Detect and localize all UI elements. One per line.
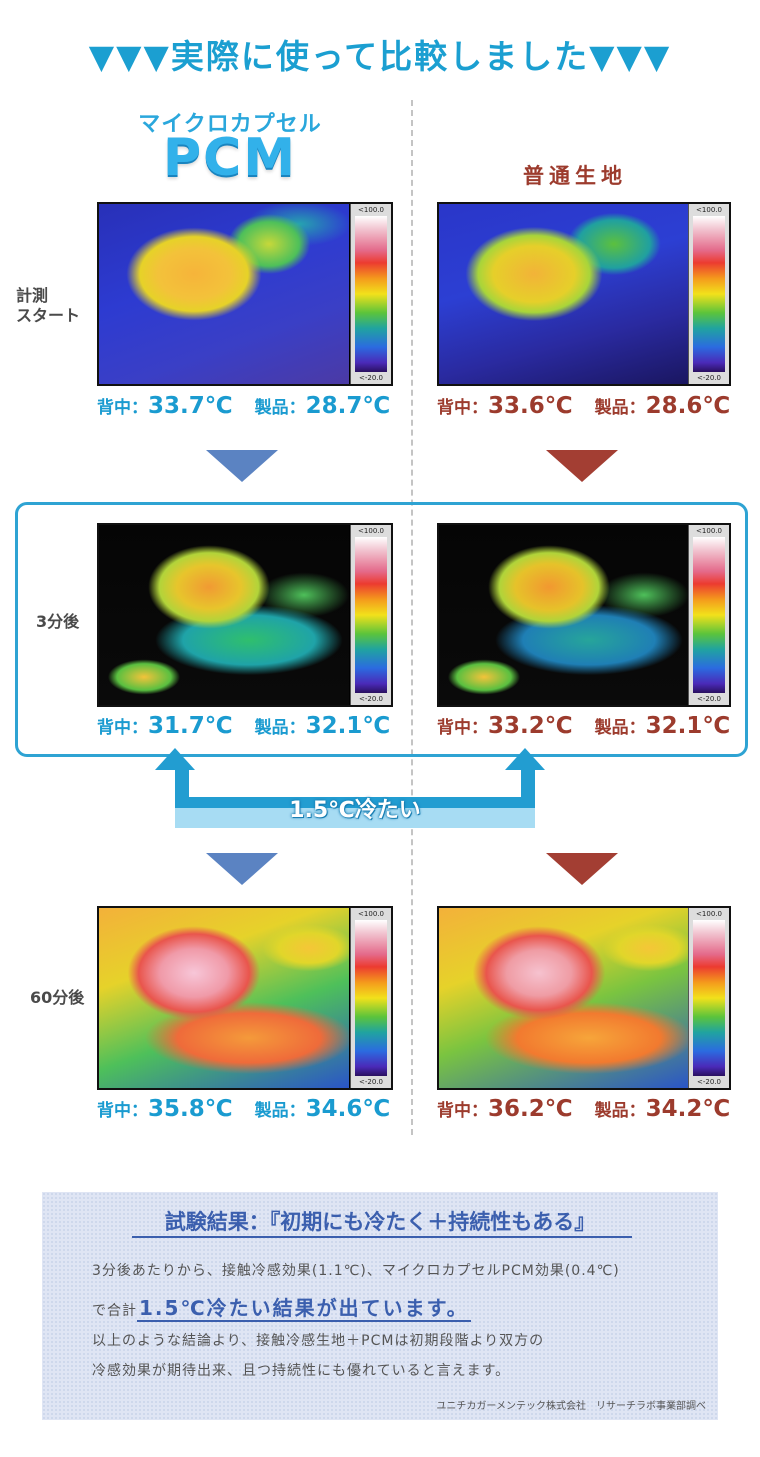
result-title: 試験結果：『初期にも冷たく＋持続性もある』 (164, 1210, 596, 1234)
back-temp: 36.2℃ (488, 1096, 573, 1122)
normal-fabric-label: 普通生地 (523, 164, 627, 188)
back-temp: 35.8℃ (148, 1096, 233, 1122)
arrow-down-normal (546, 450, 618, 482)
product-temp: 34.2℃ (645, 1096, 731, 1122)
result-title-underline (132, 1236, 632, 1238)
research-credit: ユニチカガーメンテック株式会社 リサーチラボ事業部調べ (436, 1401, 706, 1412)
result-box: 試験結果：『初期にも冷たく＋持続性もある』 3分後あたりから、接触冷感効果(1.… (42, 1192, 718, 1420)
product-temp: 32.1℃ (645, 713, 731, 739)
product-temp: 32.1℃ (305, 713, 391, 739)
result-line-2: で合計 1.5℃冷たい結果が出ています。 (92, 1296, 471, 1322)
temperature-scale: <100.0 <-20.0 (688, 525, 729, 705)
temperature-scale: <100.0 <-20.0 (688, 908, 729, 1088)
highlight-frame-3min (15, 502, 748, 757)
back-temp: 31.7℃ (148, 713, 233, 739)
thermal-image-pcm-60min: <100.0 <-20.0 (97, 906, 393, 1090)
back-temp: 33.7℃ (148, 393, 233, 419)
result-line-1: 3分後あたりから、接触冷感効果(1.1℃)、マイクロカプセルPCM効果(0.4℃… (92, 1263, 620, 1279)
row-label-start: 計測 スタート (16, 286, 81, 325)
reading-pcm-60min: 背中：35.8℃ 製品：34.6℃ (97, 1096, 391, 1122)
product-temp: 28.7℃ (305, 393, 391, 419)
row-label-3min: 3分後 (36, 612, 80, 631)
thermal-image-pcm-3min: <100.0 <-20.0 (97, 523, 393, 707)
reading-pcm-3min: 背中：31.7℃ 製品：32.1℃ (97, 713, 391, 739)
comparison-text: 1.5℃冷たい (289, 798, 421, 823)
comparison-band (175, 808, 535, 828)
thermal-image-normal-60min: <100.0 <-20.0 (437, 906, 731, 1090)
temperature-scale: <100.0 <-20.0 (688, 204, 729, 384)
pcm-logo-subtitle: マイクロカプセル (138, 112, 322, 137)
arrow-down-pcm (206, 853, 278, 885)
temperature-scale: <100.0 <-20.0 (350, 908, 391, 1088)
connector-bar (175, 797, 535, 811)
thermal-image-pcm-start: <100.0 <-20.0 (97, 202, 393, 386)
reading-normal-3min: 背中：33.2℃ 製品：32.1℃ (437, 713, 731, 739)
temperature-scale: <100.0 <-20.0 (350, 204, 391, 384)
back-temp: 33.6℃ (488, 393, 573, 419)
arrow-up-pcm (155, 748, 195, 770)
temperature-scale: <100.0 <-20.0 (350, 525, 391, 705)
thermal-image-normal-3min: <100.0 <-20.0 (437, 523, 731, 707)
reading-pcm-start: 背中：33.7℃ 製品：28.7℃ (97, 393, 391, 419)
reading-normal-60min: 背中：36.2℃ 製品：34.2℃ (437, 1096, 731, 1122)
arrow-down-pcm (206, 450, 278, 482)
result-line-3: 以上のような結論より、接触冷感生地＋PCMは初期段階より双方の (92, 1333, 545, 1349)
thermal-image-normal-start: <100.0 <-20.0 (437, 202, 731, 386)
column-divider (411, 100, 413, 1135)
row-label-60min: 60分後 (30, 988, 85, 1007)
pcm-logo: PCM (162, 128, 298, 188)
reading-normal-start: 背中：33.6℃ 製品：28.6℃ (437, 393, 731, 419)
page-title: ▼▼▼実際に使って比較しました▼▼▼ (88, 37, 672, 76)
result-line-4: 冷感効果が期待出来、且つ持続性にも優れていると言えます。 (92, 1363, 511, 1379)
arrow-down-normal (546, 853, 618, 885)
product-temp: 28.6℃ (645, 393, 731, 419)
back-temp: 33.2℃ (488, 713, 573, 739)
arrow-up-normal (505, 748, 545, 770)
product-temp: 34.6℃ (305, 1096, 391, 1122)
result-highlight: 1.5℃冷たい結果が出ています。 (137, 1296, 471, 1322)
